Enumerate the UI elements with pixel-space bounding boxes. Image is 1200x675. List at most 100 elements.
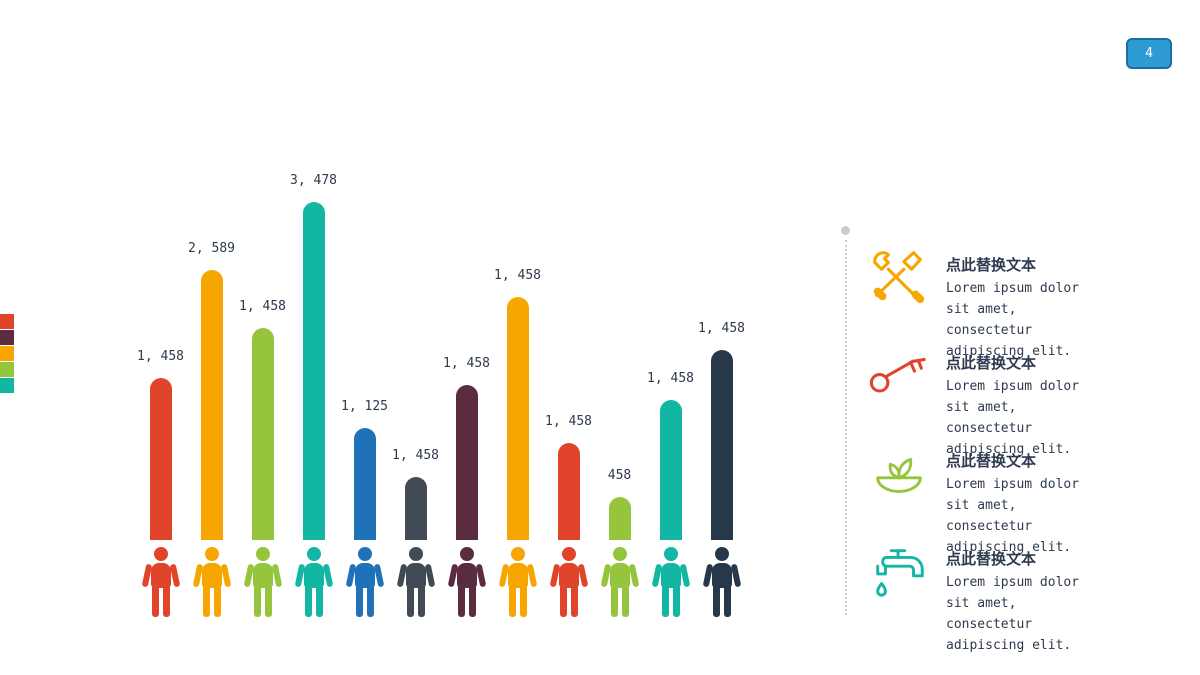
bar-group: 1, 458 xyxy=(543,414,594,617)
person-icon xyxy=(549,547,588,617)
person-part xyxy=(679,563,690,588)
person-part xyxy=(304,587,312,617)
bar-value-label: 1, 458 xyxy=(239,299,286,314)
person-part xyxy=(151,587,159,617)
bar-group: 458 xyxy=(594,468,645,617)
bar xyxy=(710,350,733,540)
person-part xyxy=(723,587,731,617)
info-text: 点此替换文本 Lorem ipsum dolor sit amet, consec… xyxy=(946,248,1108,362)
bar-value-label: 3, 478 xyxy=(290,173,337,188)
info-title: 点此替换文本 xyxy=(946,452,1037,470)
bar xyxy=(302,202,325,540)
person-part xyxy=(508,587,516,617)
person-part xyxy=(459,547,474,561)
person-part xyxy=(153,547,168,561)
person-part xyxy=(252,563,273,588)
info-body: Lorem ipsum dolor sit amet, consectetur … xyxy=(946,477,1080,555)
tools-icon xyxy=(868,248,930,306)
person-part xyxy=(417,587,425,617)
person-part xyxy=(424,563,435,588)
person-part xyxy=(510,547,525,561)
person-part xyxy=(714,547,729,561)
person-part xyxy=(408,547,423,561)
person-part xyxy=(405,563,426,588)
bar-group: 1, 458 xyxy=(492,268,543,617)
person-part xyxy=(519,587,527,617)
person-part xyxy=(162,587,170,617)
person-part xyxy=(271,563,282,588)
bar-group: 1, 458 xyxy=(237,299,288,617)
bar xyxy=(557,443,580,540)
person-icon xyxy=(141,547,180,617)
person-part xyxy=(526,563,537,588)
person-part xyxy=(660,563,681,588)
bar xyxy=(455,385,478,540)
bar xyxy=(200,270,223,540)
bar-group: 1, 458 xyxy=(390,448,441,617)
bar-value-label: 1, 458 xyxy=(137,349,184,364)
person-part xyxy=(558,563,579,588)
person-part xyxy=(712,587,720,617)
info-text: 点此替换文本 Lorem ipsum dolor sit amet, consec… xyxy=(946,542,1108,656)
page-number-badge: 4 xyxy=(1126,38,1172,69)
person-part xyxy=(255,547,270,561)
person-part xyxy=(373,563,384,588)
info-item: 点此替换文本 Lorem ipsum dolor sit amet, consec… xyxy=(868,542,1178,656)
person-icon xyxy=(192,547,231,617)
info-title: 点此替换文本 xyxy=(946,256,1037,274)
person-icon xyxy=(600,547,639,617)
person-part xyxy=(559,587,567,617)
person-part xyxy=(355,587,363,617)
person-icon xyxy=(243,547,282,617)
person-icon xyxy=(651,547,690,617)
bar xyxy=(353,428,376,540)
bar-value-label: 1, 458 xyxy=(494,268,541,283)
person-part xyxy=(730,563,741,588)
person-part xyxy=(711,563,732,588)
person-part xyxy=(672,587,680,617)
bar-group: 1, 458 xyxy=(135,349,186,617)
bar xyxy=(659,400,682,540)
person-part xyxy=(577,563,588,588)
bar-group: 1, 458 xyxy=(696,321,747,617)
bar xyxy=(506,297,529,540)
person-part xyxy=(357,547,372,561)
person-part xyxy=(322,563,333,588)
bar-value-label: 1, 458 xyxy=(443,356,490,371)
person-part xyxy=(306,547,321,561)
bar-value-label: 1, 458 xyxy=(698,321,745,336)
person-part xyxy=(204,547,219,561)
person-part xyxy=(366,587,374,617)
info-title: 点此替换文本 xyxy=(946,550,1037,568)
person-part xyxy=(570,587,578,617)
person-part xyxy=(661,587,669,617)
person-icon xyxy=(447,547,486,617)
bar xyxy=(608,497,631,540)
person-part xyxy=(264,587,272,617)
person-part xyxy=(475,563,486,588)
bar-group: 1, 125 xyxy=(339,399,390,617)
info-text: 点此替换文本 Lorem ipsum dolor sit amet, consec… xyxy=(946,346,1108,460)
info-body: Lorem ipsum dolor sit amet, consectetur … xyxy=(946,379,1080,457)
person-icon xyxy=(396,547,435,617)
info-item: 点此替换文本 Lorem ipsum dolor sit amet, consec… xyxy=(868,248,1178,362)
plant-icon xyxy=(868,444,930,502)
bar xyxy=(404,477,427,540)
person-part xyxy=(213,587,221,617)
person-part xyxy=(621,587,629,617)
divider-line xyxy=(845,240,847,615)
person-part xyxy=(612,547,627,561)
info-title: 点此替换文本 xyxy=(946,354,1037,372)
info-text: 点此替换文本 Lorem ipsum dolor sit amet, consec… xyxy=(946,444,1108,558)
person-part xyxy=(303,563,324,588)
person-part xyxy=(561,547,576,561)
person-part xyxy=(354,563,375,588)
person-icon xyxy=(702,547,741,617)
bar-value-label: 1, 125 xyxy=(341,399,388,414)
info-item: 点此替换文本 Lorem ipsum dolor sit amet, consec… xyxy=(868,444,1178,558)
person-part xyxy=(406,587,414,617)
bar-value-label: 2, 589 xyxy=(188,241,235,256)
bar-value-label: 458 xyxy=(607,468,632,483)
person-part xyxy=(609,563,630,588)
